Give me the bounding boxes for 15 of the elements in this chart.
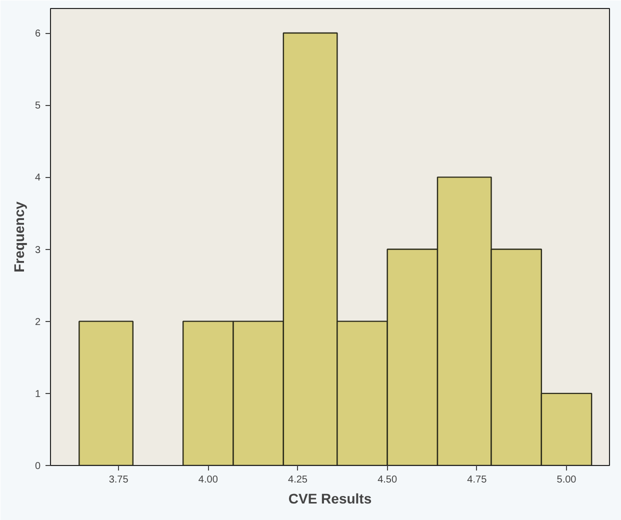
x-tick-label: 3.75 <box>108 474 129 486</box>
x-tick-label: 4.75 <box>467 474 488 486</box>
y-tick-label: 1 <box>34 388 41 400</box>
y-tick-label: 4 <box>34 172 41 184</box>
y-axis-title: Frequency <box>10 201 27 272</box>
y-tick-label: 0 <box>34 461 41 472</box>
y-tick-label: 2 <box>34 316 41 328</box>
y-tick-label: 5 <box>34 100 41 112</box>
x-tick-label: 5.00 <box>556 474 577 486</box>
y-tick-label: 6 <box>34 28 41 40</box>
x-tick-label: 4.00 <box>198 474 218 486</box>
x-tick-label: 4.25 <box>288 474 308 486</box>
x-axis-title: CVE Results <box>288 490 372 506</box>
y-tick-label: 3 <box>34 244 41 256</box>
x-tick-label: 4.50 <box>378 474 398 486</box>
